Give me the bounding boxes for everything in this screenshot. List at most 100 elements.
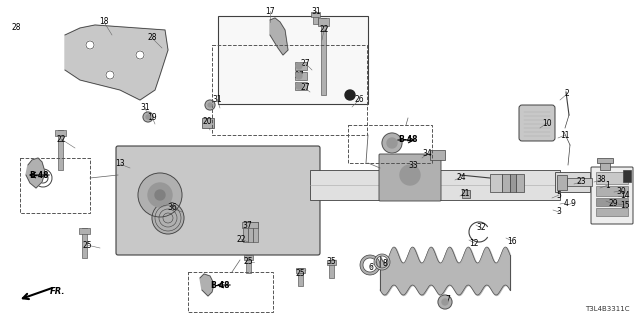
- Text: FR.: FR.: [50, 287, 65, 297]
- Circle shape: [143, 112, 153, 122]
- Text: 29: 29: [608, 199, 618, 209]
- Bar: [298, 268, 303, 286]
- Bar: [295, 82, 307, 90]
- Bar: [253, 222, 258, 242]
- Text: 32: 32: [476, 223, 486, 233]
- Text: 27: 27: [300, 59, 310, 68]
- Circle shape: [382, 133, 402, 153]
- Bar: [596, 198, 628, 206]
- Text: 15: 15: [620, 201, 630, 210]
- Bar: [212, 45, 367, 135]
- Text: 23: 23: [576, 178, 586, 187]
- Bar: [490, 174, 502, 192]
- Bar: [202, 118, 214, 128]
- Bar: [310, 170, 560, 200]
- Bar: [348, 125, 432, 163]
- Bar: [567, 178, 592, 186]
- Text: B-48: B-48: [211, 281, 230, 290]
- Bar: [321, 18, 326, 95]
- Text: 28: 28: [147, 34, 157, 43]
- Bar: [242, 222, 258, 228]
- Text: 34: 34: [422, 149, 432, 158]
- Bar: [246, 255, 251, 273]
- Bar: [295, 72, 307, 80]
- Bar: [430, 150, 445, 160]
- Bar: [557, 175, 567, 190]
- Text: 7: 7: [445, 295, 451, 305]
- Text: B-48: B-48: [398, 135, 417, 145]
- Bar: [82, 228, 87, 258]
- Bar: [311, 12, 320, 17]
- Text: T3L4B3311C: T3L4B3311C: [586, 306, 630, 312]
- Bar: [243, 222, 248, 242]
- Bar: [596, 186, 628, 196]
- Text: 11: 11: [560, 131, 570, 140]
- Text: 16: 16: [507, 236, 517, 245]
- Text: 35: 35: [326, 258, 336, 267]
- Bar: [218, 16, 368, 104]
- Text: 10: 10: [542, 118, 552, 127]
- Text: 4: 4: [564, 198, 568, 207]
- Text: 36: 36: [167, 204, 177, 212]
- Text: 12: 12: [469, 238, 479, 247]
- Text: 31: 31: [311, 6, 321, 15]
- Bar: [295, 62, 307, 70]
- FancyBboxPatch shape: [116, 146, 320, 255]
- Text: 6: 6: [369, 263, 373, 273]
- Bar: [600, 162, 610, 170]
- Text: 20: 20: [202, 117, 212, 126]
- Bar: [462, 190, 470, 198]
- Bar: [596, 208, 628, 216]
- FancyBboxPatch shape: [591, 167, 633, 224]
- Polygon shape: [26, 158, 45, 188]
- Bar: [318, 18, 329, 26]
- Text: B-48: B-48: [29, 171, 49, 180]
- Text: 26: 26: [354, 95, 364, 105]
- Wedge shape: [360, 255, 380, 275]
- Text: 25: 25: [243, 258, 253, 267]
- Text: 9: 9: [571, 198, 575, 207]
- Circle shape: [205, 100, 215, 110]
- Circle shape: [400, 165, 420, 185]
- Text: 25: 25: [82, 241, 92, 250]
- Bar: [79, 228, 90, 234]
- Text: 31: 31: [140, 103, 150, 113]
- Text: 21: 21: [460, 188, 470, 197]
- Text: 3: 3: [557, 207, 561, 217]
- Bar: [516, 174, 524, 192]
- Text: 1: 1: [605, 180, 611, 189]
- Bar: [58, 130, 63, 170]
- Bar: [623, 170, 631, 182]
- Polygon shape: [65, 25, 168, 100]
- Circle shape: [296, 63, 302, 69]
- Text: 27: 27: [300, 84, 310, 92]
- Text: 22: 22: [236, 235, 246, 244]
- Text: 33: 33: [408, 161, 418, 170]
- Bar: [510, 174, 516, 192]
- Circle shape: [345, 90, 355, 100]
- Text: 8: 8: [383, 259, 387, 268]
- Wedge shape: [374, 254, 390, 270]
- Text: 27: 27: [294, 70, 304, 79]
- Text: 22: 22: [56, 134, 66, 143]
- Circle shape: [152, 202, 184, 234]
- Bar: [55, 130, 66, 136]
- Bar: [188, 272, 273, 312]
- Polygon shape: [200, 274, 214, 296]
- Circle shape: [86, 41, 94, 49]
- Circle shape: [146, 115, 150, 119]
- Circle shape: [136, 51, 144, 59]
- Circle shape: [296, 73, 302, 79]
- Text: 28: 28: [12, 23, 20, 33]
- Text: 22: 22: [319, 26, 329, 35]
- Circle shape: [296, 83, 302, 89]
- Text: 31: 31: [212, 94, 222, 103]
- Circle shape: [148, 183, 172, 207]
- Circle shape: [208, 103, 212, 107]
- Bar: [327, 260, 336, 265]
- Circle shape: [442, 299, 448, 305]
- Text: 18: 18: [99, 18, 109, 27]
- Bar: [20, 158, 90, 213]
- Bar: [555, 172, 590, 192]
- Polygon shape: [270, 18, 288, 55]
